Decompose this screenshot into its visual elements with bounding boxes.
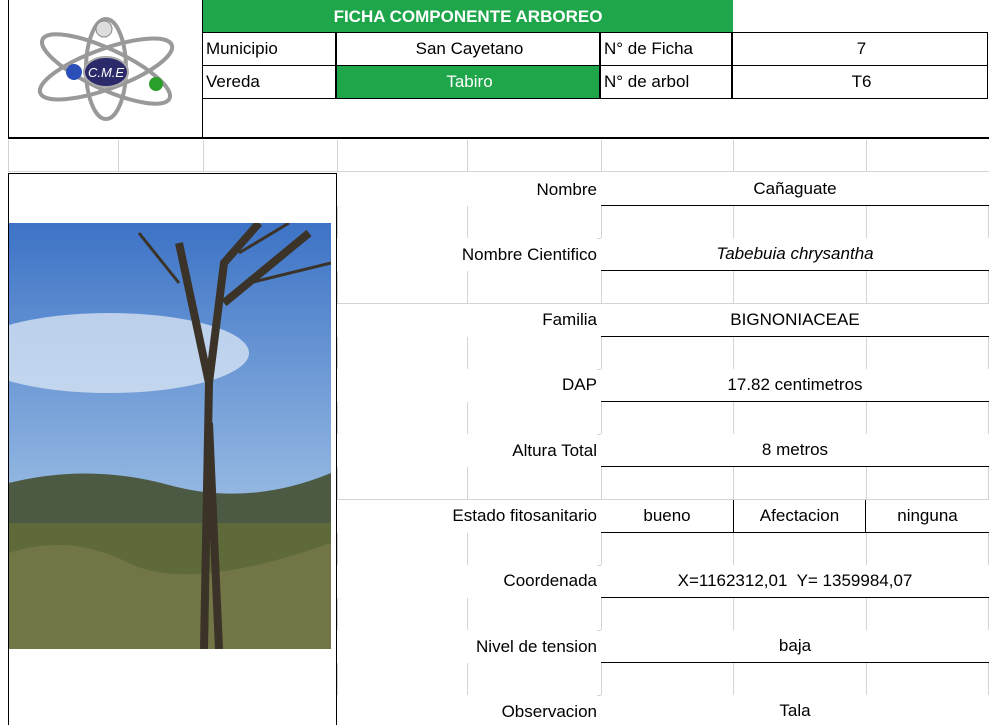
grid-line bbox=[337, 401, 338, 434]
field-value: 17.82 centimetros bbox=[601, 368, 989, 402]
grid-line bbox=[203, 140, 204, 172]
header-label: N° de Ficha bbox=[600, 32, 732, 66]
header-value: San Cayetano bbox=[336, 32, 600, 66]
grid-line bbox=[467, 206, 468, 238]
field-label: Nivel de tension bbox=[337, 630, 597, 664]
field-label: Altura Total bbox=[337, 434, 597, 468]
logo-box: C.M.E bbox=[8, 0, 203, 138]
grid-line bbox=[601, 663, 602, 696]
logo-text: C.M.E bbox=[87, 65, 123, 80]
grid-line bbox=[866, 597, 867, 630]
field-label: Coordenada bbox=[337, 564, 597, 598]
field-value: BIGNONIACEAE bbox=[601, 303, 989, 337]
field-label: DAP bbox=[337, 368, 597, 402]
grid-line bbox=[601, 140, 602, 172]
grid-line bbox=[601, 532, 602, 565]
field-label: Afectacion bbox=[733, 499, 866, 533]
grid-line bbox=[866, 401, 867, 434]
title: FICHA COMPONENTE ARBOREO bbox=[203, 0, 733, 33]
grid-line bbox=[467, 663, 468, 696]
grid-line bbox=[467, 532, 468, 565]
photo bbox=[9, 223, 331, 649]
grid-line bbox=[733, 467, 734, 500]
grid-line bbox=[467, 140, 468, 172]
field-value: bueno bbox=[601, 499, 733, 533]
grid-line bbox=[733, 336, 734, 369]
grid-line bbox=[467, 467, 468, 500]
grid-line bbox=[601, 467, 602, 500]
grid-line bbox=[866, 663, 867, 696]
grid-line bbox=[337, 271, 338, 304]
grid-line bbox=[467, 336, 468, 369]
grid-line bbox=[467, 597, 468, 630]
logo: C.M.E bbox=[37, 17, 174, 121]
grid-line bbox=[337, 467, 338, 500]
grid-line bbox=[733, 271, 734, 304]
grid-line bbox=[601, 401, 602, 434]
grid-line bbox=[601, 206, 602, 238]
photo-box bbox=[8, 173, 337, 725]
field-label: Nombre bbox=[337, 173, 597, 206]
field-value: baja bbox=[601, 630, 989, 664]
grid-line bbox=[601, 271, 602, 304]
grid-line bbox=[733, 140, 734, 172]
grid-line bbox=[337, 140, 338, 172]
grid-line bbox=[733, 532, 734, 565]
grid-line bbox=[733, 206, 734, 238]
grid-line bbox=[467, 271, 468, 304]
grid-line bbox=[733, 401, 734, 434]
grid-line bbox=[866, 271, 867, 304]
grid-line bbox=[866, 467, 867, 500]
field-value: X=1162312,01 Y= 1359984,07 bbox=[601, 564, 989, 598]
grid-line bbox=[337, 663, 338, 696]
header-label: Municipio bbox=[202, 32, 336, 66]
grid-line bbox=[866, 140, 867, 172]
grid-line bbox=[118, 140, 119, 172]
grid-line bbox=[337, 532, 338, 565]
grid-line bbox=[866, 206, 867, 238]
field-value: Tala bbox=[601, 695, 989, 725]
field-value: Tabebuia chrysantha bbox=[601, 238, 989, 272]
grid-line bbox=[866, 336, 867, 369]
grid-line bbox=[733, 663, 734, 696]
grid-line bbox=[337, 597, 338, 630]
rule bbox=[8, 137, 989, 139]
grid-line bbox=[733, 597, 734, 630]
field-value: Cañaguate bbox=[601, 173, 989, 206]
grid-line bbox=[337, 336, 338, 369]
header-value: T6 bbox=[732, 65, 988, 99]
field-value: ninguna bbox=[866, 499, 989, 533]
grid-line bbox=[467, 401, 468, 434]
header-label: N° de arbol bbox=[600, 65, 732, 99]
header-label: Vereda bbox=[202, 65, 336, 99]
grid-line bbox=[337, 206, 338, 238]
field-value: 8 metros bbox=[601, 434, 989, 468]
grid-line bbox=[601, 597, 602, 630]
grid-line bbox=[866, 532, 867, 565]
grid-line bbox=[8, 171, 989, 172]
field-label: Nombre Cientifico bbox=[337, 238, 597, 272]
grid-line bbox=[8, 140, 9, 172]
field-label: Observacion bbox=[337, 695, 597, 725]
field-label: Familia bbox=[337, 303, 597, 337]
header-value: 7 bbox=[732, 32, 988, 66]
field-label: Estado fitosanitario bbox=[337, 499, 597, 533]
grid-line bbox=[601, 336, 602, 369]
header-value: Tabiro bbox=[336, 65, 600, 99]
